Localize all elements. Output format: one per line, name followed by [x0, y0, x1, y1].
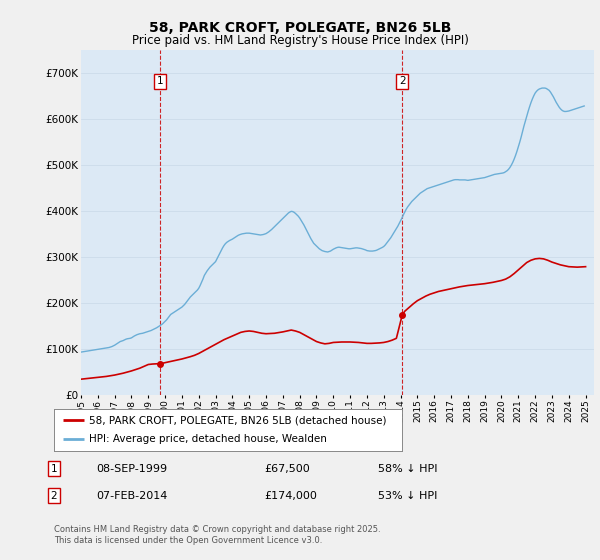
Text: HPI: Average price, detached house, Wealden: HPI: Average price, detached house, Weal… [89, 435, 326, 445]
Text: 58, PARK CROFT, POLEGATE, BN26 5LB: 58, PARK CROFT, POLEGATE, BN26 5LB [149, 21, 451, 35]
Text: 53% ↓ HPI: 53% ↓ HPI [378, 491, 437, 501]
Text: 58, PARK CROFT, POLEGATE, BN26 5LB (detached house): 58, PARK CROFT, POLEGATE, BN26 5LB (deta… [89, 415, 386, 425]
Text: Price paid vs. HM Land Registry's House Price Index (HPI): Price paid vs. HM Land Registry's House … [131, 34, 469, 46]
Text: 1: 1 [157, 76, 163, 86]
Text: 2: 2 [399, 76, 406, 86]
Text: 58% ↓ HPI: 58% ↓ HPI [378, 464, 437, 474]
Text: 2: 2 [50, 491, 58, 501]
Text: 07-FEB-2014: 07-FEB-2014 [96, 491, 167, 501]
Text: 08-SEP-1999: 08-SEP-1999 [96, 464, 167, 474]
Text: £67,500: £67,500 [264, 464, 310, 474]
Text: £174,000: £174,000 [264, 491, 317, 501]
Text: Contains HM Land Registry data © Crown copyright and database right 2025.
This d: Contains HM Land Registry data © Crown c… [54, 525, 380, 545]
Text: 1: 1 [50, 464, 58, 474]
